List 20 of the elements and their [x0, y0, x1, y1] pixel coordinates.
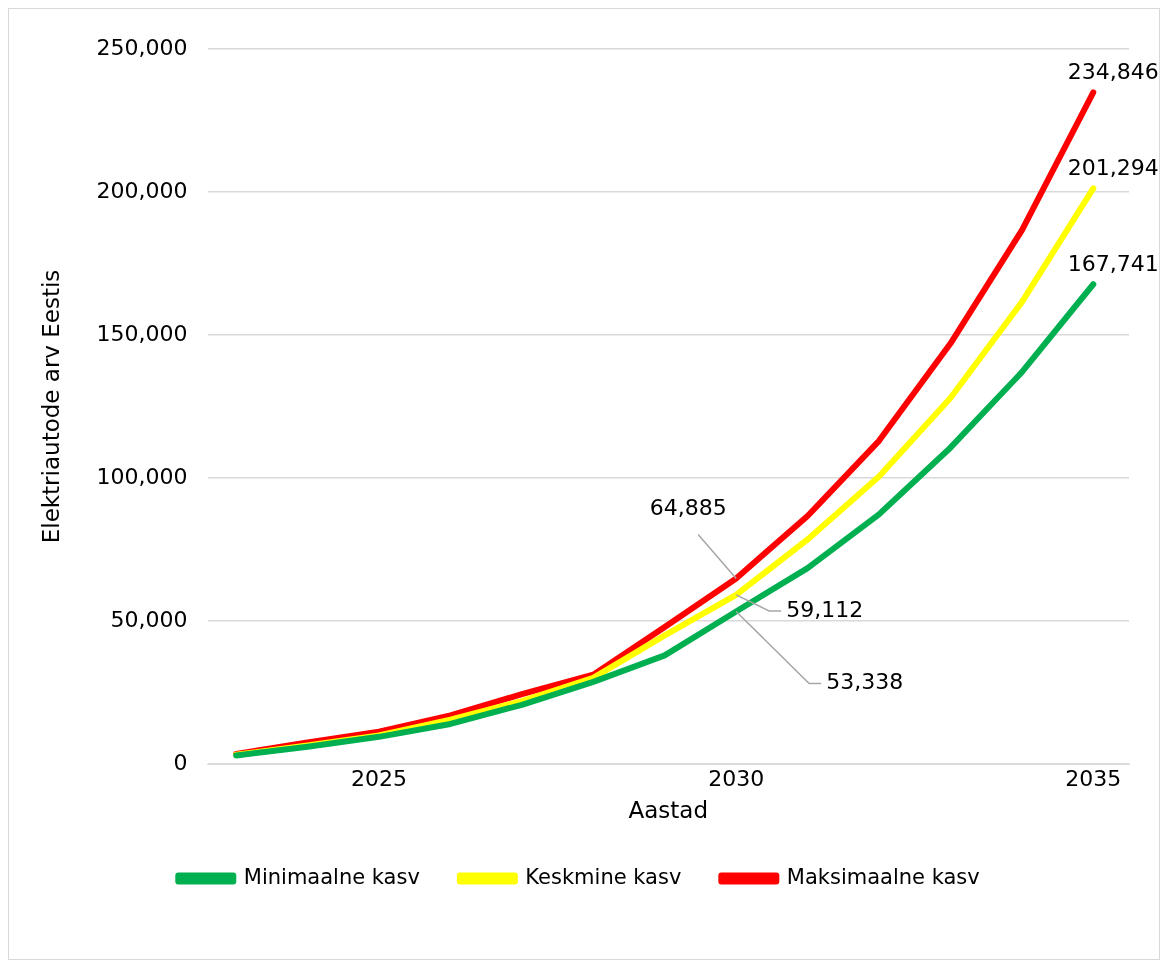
- y-tick-label: 0: [173, 749, 188, 775]
- x-tick-label: 2025: [351, 765, 407, 791]
- x-axis-title: Aastad: [628, 797, 709, 824]
- y-tick-label: 200,000: [96, 177, 188, 203]
- x-tick-label: 2035: [1065, 765, 1122, 791]
- x-tick-label: 2030: [708, 765, 765, 791]
- legend-label: Minimaalne kasv: [243, 864, 420, 889]
- y-tick-label: 250,000: [96, 34, 188, 60]
- y-tick-label: 150,000: [96, 320, 188, 346]
- data-label: 167,741: [1067, 250, 1159, 276]
- data-label: 53,338: [826, 669, 904, 695]
- data-label: 59,112: [786, 596, 864, 622]
- y-axis-title: Elektriautode arv Eestis: [37, 269, 64, 544]
- legend-label: Keskmine kasv: [525, 864, 682, 889]
- y-tick-label: 50,000: [110, 606, 188, 632]
- y-tick-label: 100,000: [96, 463, 188, 489]
- data-label: 64,885: [649, 495, 727, 521]
- data-label: 201,294: [1067, 155, 1159, 181]
- data-label: 234,846: [1067, 59, 1159, 85]
- legend-label: Maksimaalne kasv: [786, 864, 980, 889]
